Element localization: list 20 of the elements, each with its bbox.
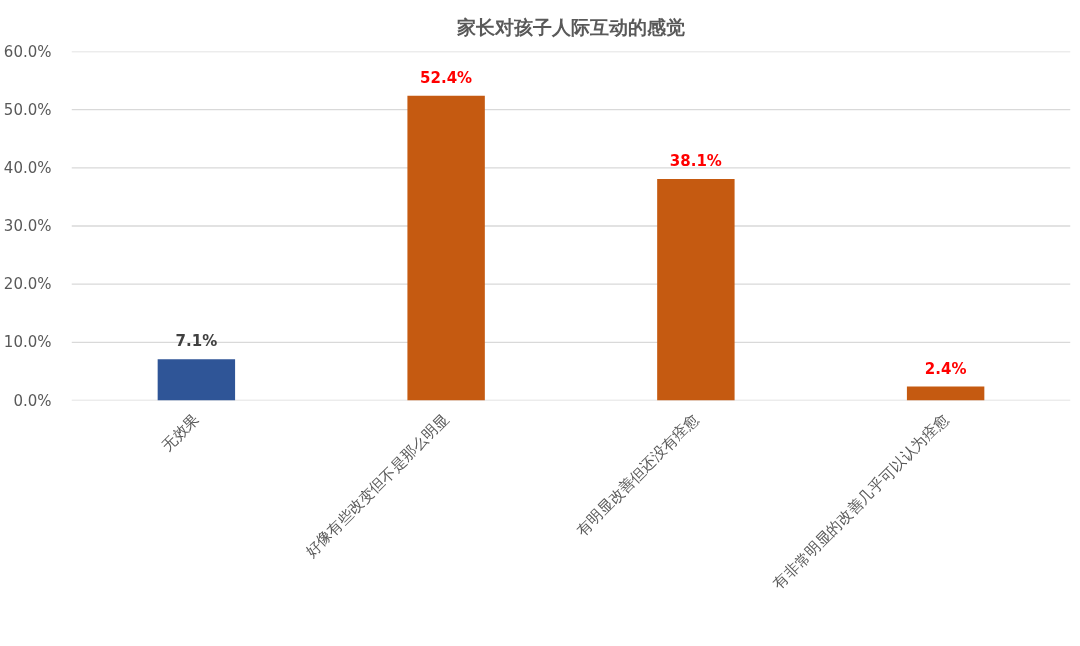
bar [407, 95, 485, 401]
chart-title: 家长对孩子人际互动的感觉 [456, 16, 685, 38]
y-tick-label: 0.0% [13, 391, 52, 410]
bar [657, 178, 735, 401]
data-label: 52.4% [420, 68, 473, 87]
x-tick-label: 有非常明显的改善几乎可以认为痊愈 [769, 410, 952, 593]
x-tick-label: 无效果 [158, 410, 203, 455]
y-tick-label: 60.0% [3, 42, 52, 61]
y-tick-label: 50.0% [3, 100, 52, 119]
bar [157, 359, 236, 401]
data-label: 2.4% [924, 359, 967, 378]
y-tick-label: 20.0% [3, 275, 52, 294]
y-tick-label: 30.0% [3, 217, 52, 235]
data-label: 38.1% [669, 151, 722, 170]
x-tick-label: 有明显改善但还没有痊愈 [572, 410, 703, 540]
y-tick-label: 40.0% [3, 158, 52, 177]
x-tick-label: 好像有些改变但不是那么明显 [301, 410, 453, 561]
bar [906, 386, 985, 401]
data-label: 7.1% [175, 332, 218, 351]
y-tick-label: 10.0% [3, 333, 52, 352]
